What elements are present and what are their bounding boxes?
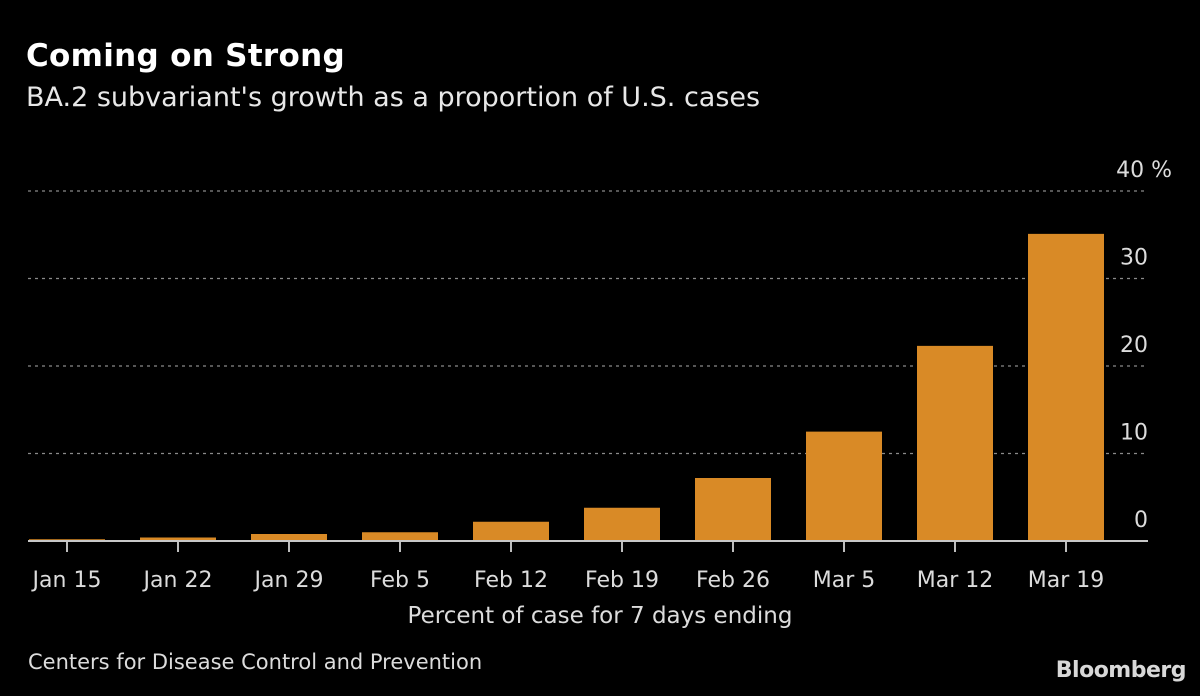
bloomberg-logo: Bloomberg xyxy=(1055,658,1187,683)
chart-subtitle: BA.2 subvariant's growth as a proportion… xyxy=(26,82,761,113)
x-tick-label: Jan 15 xyxy=(31,568,102,593)
bar-jan-29 xyxy=(251,534,327,541)
x-axis-ticks: Jan 15 Jan 22 Jan 29 Feb 5 Feb 12 Feb 19 Feb 2… xyxy=(31,541,1105,593)
x-tick-label: Feb 5 xyxy=(370,568,430,593)
chart-title: Coming on Strong xyxy=(26,38,345,74)
y-tick-label: 20 xyxy=(1120,333,1148,358)
bar-feb-5 xyxy=(362,532,438,541)
y-tick-label: 0 xyxy=(1134,508,1148,533)
y-tick-label: 10 xyxy=(1120,421,1148,446)
bars xyxy=(29,233,1104,541)
x-tick-label: Jan 22 xyxy=(142,568,213,593)
x-tick-label: Feb 26 xyxy=(696,568,770,593)
bar-feb-19 xyxy=(584,507,660,541)
x-tick-label: Mar 5 xyxy=(813,568,876,593)
source-note: Centers for Disease Control and Preventi… xyxy=(28,650,483,674)
bar-feb-26 xyxy=(695,478,771,541)
x-tick-label: Mar 19 xyxy=(1028,568,1105,593)
x-axis-label: Percent of case for 7 days ending xyxy=(0,603,1200,629)
bar-mar-12 xyxy=(917,345,993,541)
bar-mar-19 xyxy=(1028,233,1104,541)
x-axis-label-text: Percent of case for 7 days ending xyxy=(407,603,793,629)
x-tick-label: Jan 29 xyxy=(253,568,324,593)
y-tick-label: 30 xyxy=(1120,246,1148,271)
bar-feb-12 xyxy=(473,521,549,541)
x-tick-label: Feb 12 xyxy=(474,568,548,593)
x-tick-label: Mar 12 xyxy=(917,568,994,593)
bar-jan-22 xyxy=(140,537,216,541)
x-tick-label: Feb 19 xyxy=(585,568,659,593)
y-tick-label: 40 % xyxy=(1116,158,1172,183)
y-axis-ticks: 0 10 20 30 40 % xyxy=(1116,158,1172,533)
bar-mar-5 xyxy=(806,431,882,541)
